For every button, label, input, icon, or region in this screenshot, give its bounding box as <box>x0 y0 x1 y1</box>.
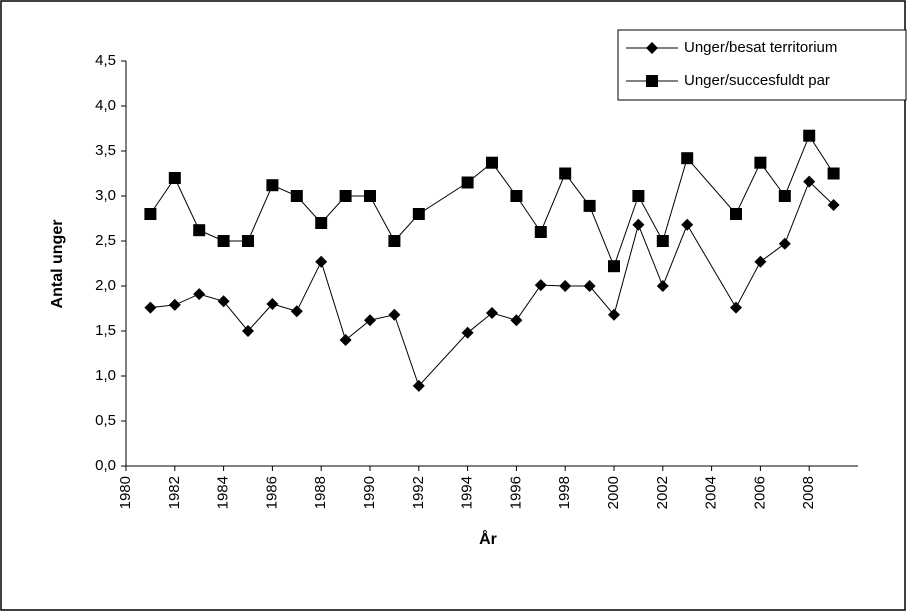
data-point <box>778 237 791 250</box>
x-tick-label: 1982 <box>166 476 183 509</box>
x-tick-label: 1998 <box>556 476 573 509</box>
data-point <box>315 255 328 268</box>
data-point <box>559 167 572 180</box>
x-tick-label: 2004 <box>703 476 720 509</box>
data-point <box>583 199 596 212</box>
data-point <box>339 334 352 346</box>
data-point <box>510 314 523 327</box>
y-tick-label: 0,0 <box>95 457 116 474</box>
data-point <box>193 224 206 237</box>
data-point <box>144 208 157 220</box>
x-tick-label: 2002 <box>654 476 671 509</box>
y-tick-label: 3,0 <box>95 187 116 204</box>
data-point <box>534 226 547 238</box>
data-point <box>730 301 742 314</box>
data-point <box>461 326 474 339</box>
data-point <box>827 199 840 211</box>
data-point <box>412 208 425 220</box>
y-axis-label: Antal unger <box>49 220 66 309</box>
y-tick-label: 0,5 <box>95 412 116 429</box>
data-point <box>534 279 547 292</box>
data-point <box>486 156 498 169</box>
data-point <box>632 218 645 231</box>
x-tick-label: 1990 <box>361 476 378 509</box>
data-point <box>412 379 425 392</box>
data-point <box>608 308 620 321</box>
data-point <box>681 218 694 231</box>
data-point <box>242 235 254 247</box>
y-tick-label: 1,5 <box>95 322 116 339</box>
legend-label: Unger/succesfuldt par <box>684 72 830 89</box>
data-point <box>730 208 742 220</box>
x-tick-label: 2006 <box>751 476 768 509</box>
y-tick-label: 3,5 <box>95 142 116 159</box>
x-tick-label: 2000 <box>605 476 622 509</box>
data-point <box>778 190 791 202</box>
y-tick-label: 4,0 <box>95 97 116 114</box>
data-point <box>242 325 254 337</box>
x-tick-label: 1996 <box>507 476 524 509</box>
x-tick-label: 1984 <box>215 476 232 509</box>
y-tick-label: 4,5 <box>95 52 116 69</box>
data-point <box>754 255 767 268</box>
data-point <box>656 280 669 292</box>
data-point <box>144 301 157 314</box>
data-point <box>803 129 816 142</box>
data-point <box>193 288 206 301</box>
data-point <box>510 190 523 202</box>
data-point <box>217 235 230 247</box>
legend-box <box>617 29 907 101</box>
x-axis-label: År <box>479 529 497 548</box>
data-point <box>388 235 401 247</box>
x-tick-label: 2008 <box>800 476 817 509</box>
x-tick-label: 1988 <box>312 476 329 509</box>
data-point <box>656 235 669 247</box>
data-point <box>364 314 376 327</box>
data-point <box>290 190 303 202</box>
data-point <box>632 190 645 202</box>
data-point <box>290 305 303 318</box>
data-point <box>266 179 279 192</box>
data-point <box>754 156 767 169</box>
data-point <box>461 176 474 189</box>
data-point <box>388 308 401 321</box>
x-tick-label: 1992 <box>410 476 427 509</box>
legend-marker <box>646 42 658 54</box>
data-point <box>339 190 352 202</box>
data-point <box>486 307 498 319</box>
legend-label: Unger/besat territorium <box>684 39 837 56</box>
x-tick-label: 1980 <box>117 476 134 509</box>
y-tick-label: 2,0 <box>95 277 116 294</box>
y-tick-label: 2,5 <box>95 232 116 249</box>
data-point <box>583 280 596 292</box>
data-point <box>315 217 328 229</box>
y-tick-label: 1,0 <box>95 367 116 384</box>
x-tick-label: 1994 <box>459 476 476 509</box>
data-point <box>168 172 181 184</box>
data-point <box>681 152 694 165</box>
x-tick-label: 1986 <box>263 476 280 509</box>
data-point <box>266 298 279 310</box>
legend-marker <box>646 75 658 87</box>
data-point <box>168 298 181 311</box>
data-point <box>559 280 572 292</box>
data-point <box>364 190 376 202</box>
data-point <box>608 260 620 273</box>
data-point <box>803 175 816 188</box>
data-point <box>217 295 230 308</box>
data-point <box>827 167 840 180</box>
